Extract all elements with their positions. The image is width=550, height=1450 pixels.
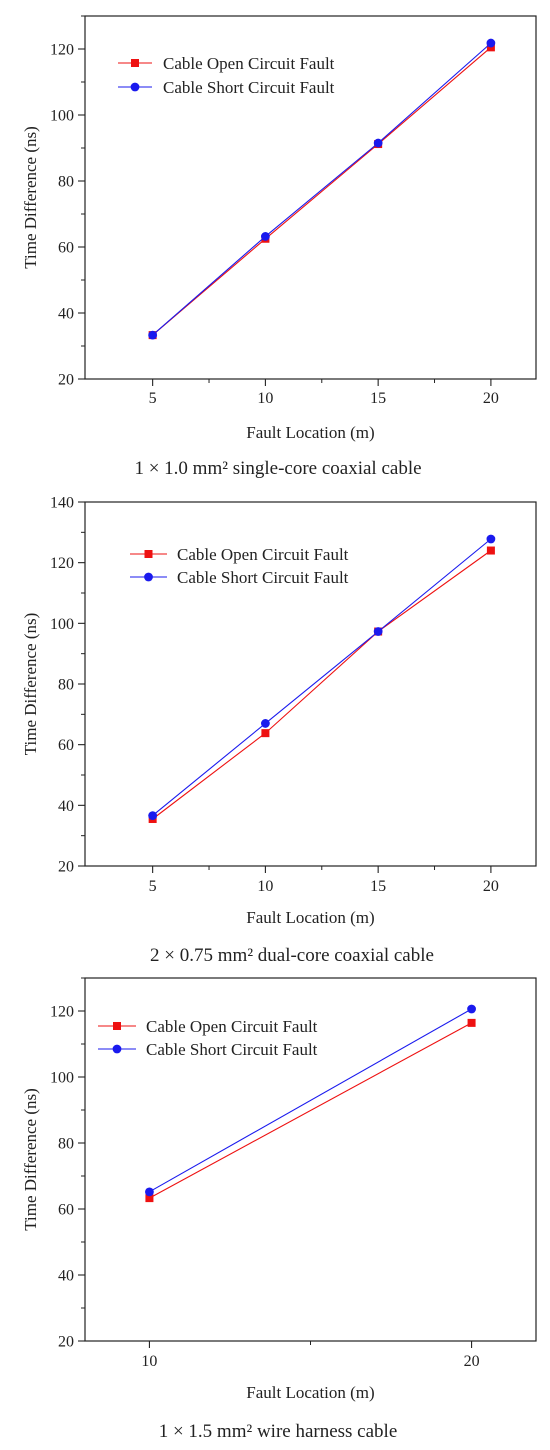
series-line-short-fault	[149, 1008, 472, 1193]
y-tick-label: 60	[58, 1202, 74, 1219]
y-tick-label: 40	[58, 1268, 74, 1285]
data-point-short-fault	[261, 719, 270, 728]
legend-marker-circle	[130, 82, 140, 92]
y-tick-label: 80	[58, 1136, 74, 1153]
x-tick-label: 20	[483, 390, 499, 407]
x-axis-title: Fault Location (m)	[246, 1383, 374, 1402]
series-line-open-fault	[152, 550, 492, 820]
plot-frame	[84, 15, 537, 380]
chart-caption: 2 × 0.75 mm² dual-core coaxial cable	[150, 945, 434, 966]
x-axis-title: Fault Location (m)	[246, 908, 374, 927]
legend: Cable Open Circuit Fault Cable Short Circ…	[98, 1017, 318, 1059]
y-tick-label: 140	[50, 495, 74, 512]
x-axis-title: Fault Location (m)	[246, 423, 374, 442]
legend-marker-circle	[144, 572, 153, 582]
series-line-open-fault	[149, 1022, 472, 1199]
data-point-short-fault	[373, 627, 383, 636]
chart-3: 10 20 20 40 60 80 100 120 Fault Location (m) Time…	[21, 977, 537, 1442]
y-tick-label: 120	[50, 1004, 74, 1021]
legend-label: Cable Open Circuit Fault	[146, 1017, 318, 1036]
data-point-open-fault	[261, 729, 270, 738]
legend-marker-square	[113, 1022, 121, 1030]
x-tick-label: 10	[257, 878, 273, 895]
data-point-short-fault	[467, 1004, 476, 1014]
data-point-short-fault	[148, 330, 158, 340]
y-tick-label: 100	[50, 616, 74, 633]
y-tick-label: 80	[58, 677, 74, 694]
x-tick-label: 5	[149, 390, 157, 407]
x-tick-label: 5	[149, 878, 157, 895]
data-point-open-fault	[467, 1018, 476, 1027]
legend: Cable Open Circuit Fault Cable Short Circ…	[118, 54, 335, 97]
y-tick-label: 100	[50, 108, 74, 125]
data-point-short-fault	[486, 38, 496, 48]
x-tick-label: 15	[370, 390, 386, 407]
series-line-short-fault	[152, 538, 492, 817]
data-point-open-fault	[145, 1194, 154, 1203]
y-tick-label: 100	[50, 1070, 74, 1087]
legend-marker-square	[131, 59, 139, 67]
chart-2: 5 10 15 20 20 40 60 80 100 120 140 Fault Location (…	[21, 495, 537, 966]
chart-caption: 1 × 1.5 mm² wire harness cable	[159, 1421, 398, 1442]
x-tick-label: 20	[464, 1353, 480, 1370]
data-point-short-fault	[148, 811, 158, 821]
y-tick-label: 60	[58, 240, 74, 257]
x-tick-label: 10	[141, 1353, 157, 1370]
series-line-open-fault	[152, 46, 492, 336]
legend: Cable Open Circuit Fault Cable Short Circ…	[130, 545, 349, 587]
legend-label: Cable Short Circuit Fault	[146, 1040, 318, 1059]
y-tick-label: 120	[50, 555, 74, 572]
y-tick-label: 60	[58, 737, 74, 754]
x-tick-label: 20	[483, 878, 499, 895]
y-tick-label: 80	[58, 174, 74, 191]
data-point-short-fault	[145, 1187, 154, 1197]
y-tick-label: 20	[58, 372, 74, 389]
y-tick-label: 120	[50, 42, 74, 59]
y-axis-title: Time Difference (ns)	[21, 126, 40, 269]
y-axis-title: Time Difference (ns)	[21, 613, 40, 756]
legend-label: Cable Open Circuit Fault	[163, 54, 335, 73]
y-axis-title: Time Difference (ns)	[21, 1088, 40, 1231]
y-tick-label: 20	[58, 859, 74, 876]
legend-label: Cable Open Circuit Fault	[177, 545, 349, 564]
data-point-short-fault	[486, 534, 496, 544]
chart-1: 5 10 15 20 20 40 60 80 100 120 Fault Location (m) T…	[21, 15, 537, 479]
series-line-short-fault	[152, 42, 492, 336]
legend-label: Cable Short Circuit Fault	[177, 568, 349, 587]
data-point-short-fault	[373, 138, 383, 148]
legend-label: Cable Short Circuit Fault	[163, 78, 335, 97]
data-point-short-fault	[261, 232, 270, 241]
x-tick-label: 15	[370, 878, 386, 895]
y-tick-label: 40	[58, 306, 74, 323]
legend-marker-circle	[112, 1044, 122, 1054]
y-tick-label: 20	[58, 1334, 74, 1351]
chart-caption: 1 × 1.0 mm² single-core coaxial cable	[134, 458, 421, 479]
x-tick-label: 10	[257, 390, 273, 407]
data-point-open-fault	[486, 546, 495, 555]
legend-marker-square	[144, 550, 153, 558]
y-tick-label: 40	[58, 798, 74, 815]
